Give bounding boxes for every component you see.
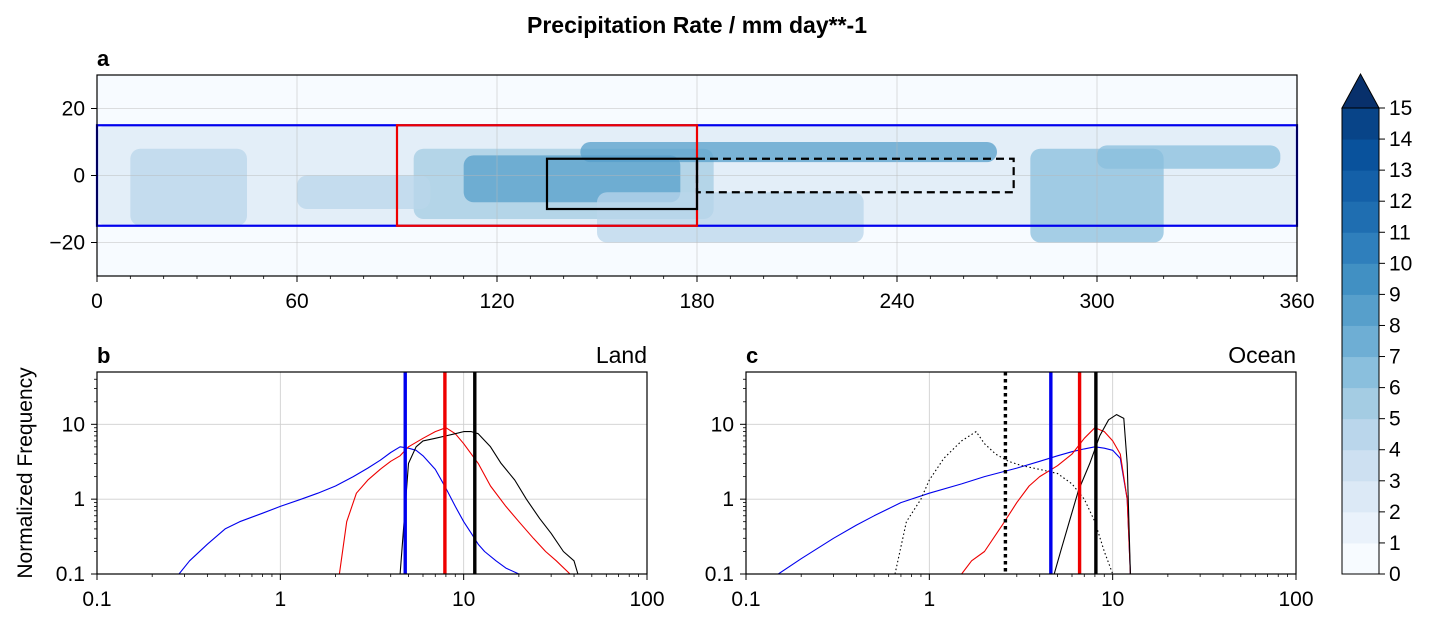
colorbar-segment: [1342, 108, 1379, 140]
colorbar-tick-label: 11: [1389, 221, 1411, 244]
series-line-0: [178, 446, 520, 574]
panel-b: b Land 0.1 1 10 100 10 1 0.1: [56, 342, 665, 611]
rain-band-4: [597, 192, 864, 243]
colorbar-tick-label: 6: [1389, 377, 1401, 400]
panel-a-letter: a: [97, 46, 110, 71]
plot-frame: [745, 371, 1297, 575]
y-tick-label: 1: [722, 488, 734, 511]
colorbar-tick-label: 8: [1389, 314, 1401, 337]
series-line-1: [338, 427, 571, 574]
colorbar-segment: [1342, 325, 1379, 358]
colorbar-segment: [1342, 418, 1379, 451]
x-tick-label: 10: [1101, 588, 1124, 611]
colorbar-tick-label: 0: [1389, 563, 1401, 586]
colorbar-segment: [1342, 170, 1379, 202]
colorbar-segment: [1342, 511, 1379, 544]
region-box-east-pacific: [695, 157, 1015, 194]
panel-c: c Ocean 0.1 1 10 100 10 1 0.1: [705, 342, 1314, 611]
region-box-west-pacific: [545, 157, 699, 211]
colorbar-tick-label: 4: [1389, 439, 1401, 462]
colorbar-segment: [1342, 480, 1379, 513]
figure-title: Precipitation Rate / mm day**-1: [527, 12, 867, 38]
colorbar-tick-label: 14: [1389, 128, 1413, 151]
rain-band-2: [463, 155, 681, 203]
x-tick-label: 1: [923, 588, 935, 611]
rain-band-7: [130, 148, 247, 226]
map-y-tick-label: −20: [49, 232, 85, 255]
x-tick-label: 0.1: [731, 588, 760, 611]
panel-a: a 0 60 120 180 240 300 360 20 0 −20: [49, 46, 1314, 313]
rain-band-3: [580, 142, 997, 163]
series-line-2: [1053, 414, 1131, 574]
plot-c: 0.1 1 10 100 10 1 0.1: [705, 371, 1314, 611]
panel-c-letter: c: [746, 343, 758, 368]
x-tick-label: 0.1: [82, 588, 111, 611]
colorbar-tick-label: 10: [1389, 252, 1412, 275]
colorbar-segment: [1342, 294, 1379, 326]
series-line-1: [961, 427, 1131, 574]
y-tick-label: 10: [711, 413, 734, 436]
panel-b-letter: b: [97, 343, 110, 368]
map-x-tick-label: 300: [1079, 290, 1114, 313]
rain-band-6: [1097, 145, 1281, 169]
x-tick-label: 10: [452, 588, 475, 611]
series-line-2: [399, 431, 579, 574]
map-x-tick-label: 360: [1279, 290, 1314, 313]
map-x-tick-label: 180: [679, 290, 714, 313]
map-axes: 0 60 120 180 240 300 360 20 0 −20: [49, 98, 1314, 314]
colorbar-tick-label: 5: [1389, 408, 1401, 431]
colorbar-tick-label: 9: [1389, 283, 1401, 306]
rain-band-8: [297, 175, 431, 209]
colorbar-segment: [1342, 201, 1379, 233]
map-x-tick-label: 0: [91, 290, 103, 313]
map-x-tick-label: 120: [479, 290, 514, 313]
y-tick-label: 0.1: [705, 563, 734, 586]
plot-area: [178, 372, 579, 574]
map-y-tick-label: 20: [62, 98, 85, 121]
colorbar-segment: [1342, 356, 1379, 389]
colorbar-extend-arrow: [1341, 72, 1380, 109]
colorbar-tick-label: 7: [1389, 346, 1401, 369]
y-tick-label: 0.1: [56, 563, 85, 586]
colorbar-segment: [1342, 542, 1379, 575]
colorbar-segment: [1342, 387, 1379, 420]
plot-area: [777, 372, 1131, 574]
map-x-tick-label: 240: [879, 290, 914, 313]
panel-c-title: Ocean: [1228, 342, 1296, 368]
colorbar-segment: [1342, 139, 1379, 171]
plot-b: 0.1 1 10 100 10 1 0.1: [56, 371, 665, 611]
colorbar-tick-label: 15: [1389, 97, 1412, 120]
map-y-tick-label: 0: [73, 165, 85, 188]
series-line-0: [777, 446, 1131, 574]
colorbar-segment: [1342, 263, 1379, 295]
colorbar-segment: [1342, 232, 1379, 264]
colorbar-frame: [1341, 107, 1380, 575]
y-tick-label: 10: [62, 413, 85, 436]
x-tick-label: 100: [629, 588, 664, 611]
colorbar-tick-label: 13: [1389, 159, 1412, 182]
map-x-tick-label: 60: [285, 290, 308, 313]
colorbar-tick-label: 1: [1389, 532, 1401, 555]
x-tick-label: 100: [1278, 588, 1313, 611]
y-axis-label: Normalized Frequency: [14, 367, 37, 579]
panel-b-title: Land: [596, 342, 647, 368]
colorbar-tick-label: 2: [1389, 501, 1401, 524]
plot-frame: [96, 371, 648, 575]
x-tick-label: 1: [274, 588, 286, 611]
colorbar-tick-label: 12: [1389, 190, 1412, 213]
colorbar-tick-label: 3: [1389, 470, 1401, 493]
y-tick-label: 1: [73, 488, 85, 511]
colorbar-segment: [1342, 449, 1379, 482]
